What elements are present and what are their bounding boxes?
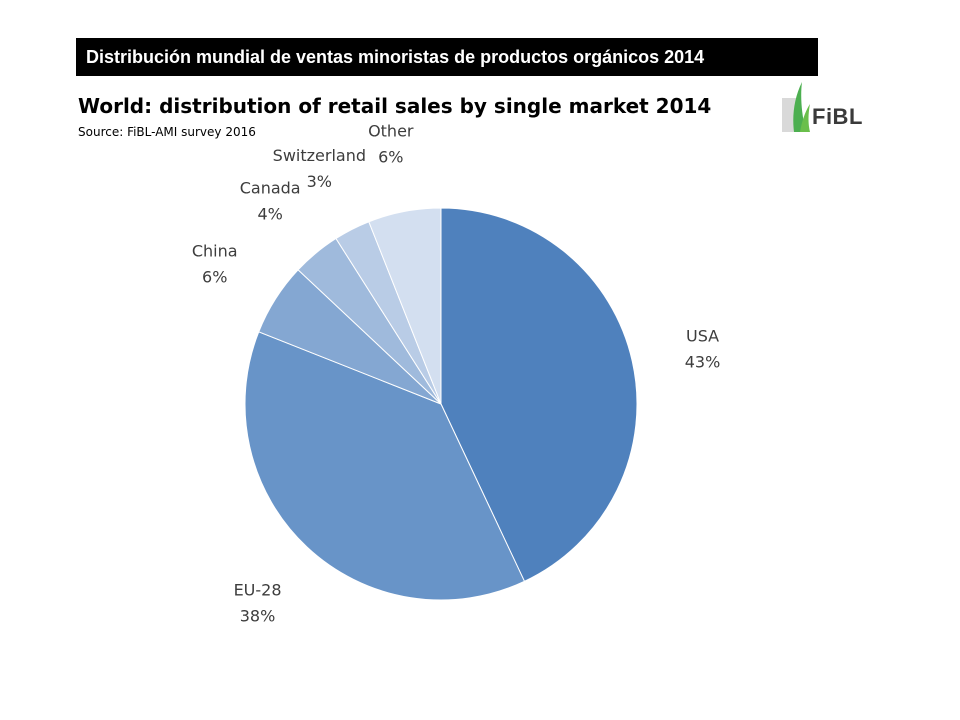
slice-label-name: USA: [686, 327, 719, 346]
slice-label-value: 6%: [202, 267, 227, 286]
slice-label-other: Other 6%: [368, 122, 414, 167]
slice-label-usa: USA 43%: [685, 327, 721, 372]
slice-label-value: 3%: [307, 172, 332, 191]
slice-label-china: China 6%: [192, 241, 238, 286]
pie-slice-eu-28: [244, 331, 526, 601]
chart-source: Source: FiBL-AMI survey 2016: [78, 125, 256, 139]
slice-label-value: 38%: [240, 606, 276, 625]
chart-title: World: distribution of retail sales by s…: [78, 94, 712, 118]
slice-label-name: EU-28: [234, 580, 282, 599]
pie-slice-usa: [440, 207, 638, 583]
slice-label-name: Canada: [240, 179, 301, 198]
slice-label-name: China: [192, 241, 238, 260]
fibl-logo-text: FiBL: [812, 104, 863, 129]
slice-label-canada: Canada 4%: [240, 179, 301, 224]
fibl-leaf-icon: [782, 82, 810, 132]
slice-label-switzerland: Switzerland 3%: [273, 146, 366, 191]
banner-title: Distribución mundial de ventas minorista…: [76, 38, 818, 76]
slice-label-value: 43%: [685, 353, 721, 372]
slice-label-eu-28: EU-28 38%: [234, 580, 282, 625]
slice-label-name: Other: [368, 122, 414, 141]
slice-label-name: Switzerland: [273, 146, 366, 165]
slice-label-value: 4%: [257, 205, 282, 224]
slice-label-value: 6%: [378, 148, 403, 167]
pie-slice-other: [368, 207, 442, 405]
